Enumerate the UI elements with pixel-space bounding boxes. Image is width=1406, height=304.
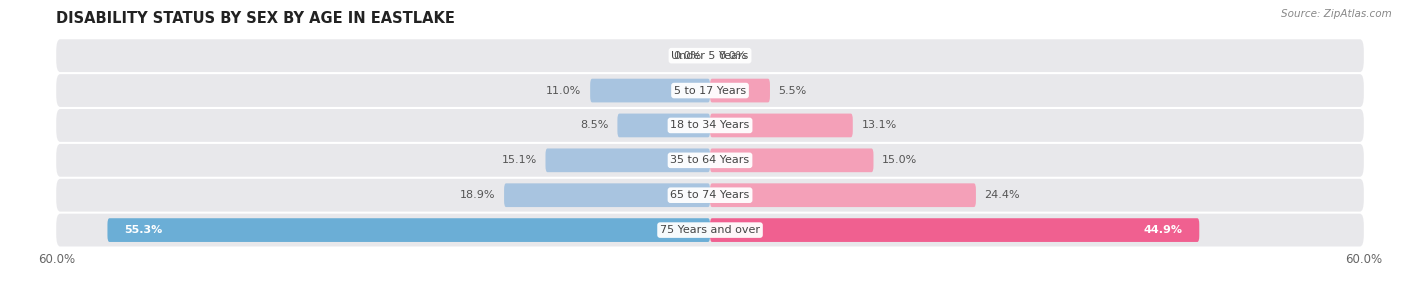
Text: 5 to 17 Years: 5 to 17 Years bbox=[673, 85, 747, 95]
Text: 24.4%: 24.4% bbox=[984, 190, 1021, 200]
FancyBboxPatch shape bbox=[710, 148, 873, 172]
FancyBboxPatch shape bbox=[107, 218, 710, 242]
FancyBboxPatch shape bbox=[710, 114, 853, 137]
FancyBboxPatch shape bbox=[591, 79, 710, 102]
FancyBboxPatch shape bbox=[56, 74, 1364, 107]
FancyBboxPatch shape bbox=[710, 218, 1199, 242]
FancyBboxPatch shape bbox=[546, 148, 710, 172]
Text: 18.9%: 18.9% bbox=[460, 190, 495, 200]
FancyBboxPatch shape bbox=[617, 114, 710, 137]
Text: 8.5%: 8.5% bbox=[581, 120, 609, 130]
Text: 11.0%: 11.0% bbox=[546, 85, 582, 95]
FancyBboxPatch shape bbox=[56, 39, 1364, 72]
Text: 15.0%: 15.0% bbox=[882, 155, 918, 165]
Text: 65 to 74 Years: 65 to 74 Years bbox=[671, 190, 749, 200]
Text: 55.3%: 55.3% bbox=[124, 225, 162, 235]
Text: 0.0%: 0.0% bbox=[673, 51, 702, 61]
Text: 44.9%: 44.9% bbox=[1144, 225, 1182, 235]
FancyBboxPatch shape bbox=[710, 183, 976, 207]
FancyBboxPatch shape bbox=[56, 144, 1364, 177]
FancyBboxPatch shape bbox=[710, 79, 770, 102]
Text: 18 to 34 Years: 18 to 34 Years bbox=[671, 120, 749, 130]
Text: 35 to 64 Years: 35 to 64 Years bbox=[671, 155, 749, 165]
Text: 13.1%: 13.1% bbox=[862, 120, 897, 130]
Text: 75 Years and over: 75 Years and over bbox=[659, 225, 761, 235]
FancyBboxPatch shape bbox=[505, 183, 710, 207]
Text: Under 5 Years: Under 5 Years bbox=[672, 51, 748, 61]
Text: DISABILITY STATUS BY SEX BY AGE IN EASTLAKE: DISABILITY STATUS BY SEX BY AGE IN EASTL… bbox=[56, 11, 456, 26]
Legend: Male, Female: Male, Female bbox=[644, 301, 776, 304]
FancyBboxPatch shape bbox=[56, 109, 1364, 142]
FancyBboxPatch shape bbox=[56, 179, 1364, 212]
Text: Source: ZipAtlas.com: Source: ZipAtlas.com bbox=[1281, 9, 1392, 19]
Text: 5.5%: 5.5% bbox=[779, 85, 807, 95]
FancyBboxPatch shape bbox=[56, 214, 1364, 247]
Text: 15.1%: 15.1% bbox=[502, 155, 537, 165]
Text: 0.0%: 0.0% bbox=[718, 51, 747, 61]
